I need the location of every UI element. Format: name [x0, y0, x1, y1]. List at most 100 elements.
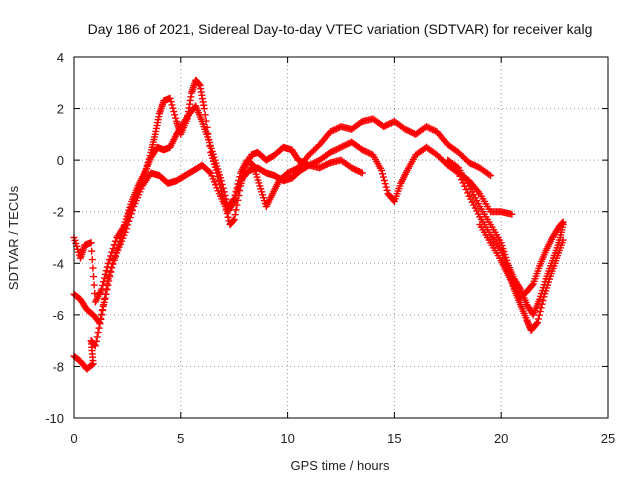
data-point — [339, 143, 347, 151]
data-point — [473, 162, 481, 170]
data-point — [290, 166, 298, 174]
data-point — [383, 121, 391, 129]
y-tick-label: 0 — [57, 153, 64, 168]
data-point — [382, 183, 390, 191]
axis-ticks — [73, 56, 609, 419]
data-point — [334, 124, 342, 132]
data-point — [100, 278, 108, 286]
data-point — [534, 319, 542, 327]
data-point — [342, 141, 350, 149]
data-point — [96, 320, 104, 328]
data-point — [98, 311, 106, 319]
data-point — [427, 125, 435, 133]
data-point — [172, 114, 180, 122]
data-point — [485, 171, 493, 179]
data-point — [464, 189, 472, 197]
data-point — [108, 264, 116, 272]
data-point — [343, 140, 351, 148]
data-point — [384, 120, 392, 128]
data-point — [294, 156, 302, 164]
data-point — [322, 161, 330, 169]
data-point — [386, 120, 394, 128]
y-tick-label: 2 — [57, 102, 64, 117]
data-point — [337, 143, 345, 151]
data-point — [381, 122, 389, 130]
data-point — [166, 94, 174, 102]
data-point — [378, 166, 386, 174]
data-point — [287, 168, 295, 176]
data-point — [378, 170, 386, 178]
data-point — [538, 300, 546, 308]
data-point — [331, 146, 339, 154]
y-axis-label: SDTVAR / TECUs — [6, 185, 21, 290]
data-point — [332, 125, 340, 133]
data-point — [170, 108, 178, 116]
data-point — [487, 172, 495, 180]
data-point — [168, 101, 176, 109]
data-point — [229, 199, 237, 207]
data-point — [349, 165, 357, 173]
data-point — [326, 148, 334, 156]
data-point — [111, 237, 119, 245]
data-point — [310, 159, 318, 167]
data-point — [323, 160, 331, 168]
data-point — [284, 169, 292, 177]
data-point — [383, 186, 391, 194]
data-point — [536, 308, 544, 316]
data-point — [200, 105, 208, 113]
data-point — [331, 126, 339, 134]
data-point — [97, 315, 105, 323]
data-point — [231, 211, 239, 219]
x-tick-label: 5 — [177, 431, 184, 446]
data-point — [537, 304, 545, 312]
y-tick-labels: -10 -8 -6 -4 -2 0 2 4 — [45, 50, 64, 426]
data-point — [129, 206, 137, 214]
data-point — [317, 163, 325, 171]
data-point — [103, 280, 111, 288]
data-point — [99, 306, 107, 314]
data-point — [205, 168, 213, 176]
data-point — [363, 148, 371, 156]
data-point — [533, 320, 541, 328]
data-point — [105, 256, 113, 264]
data-point — [218, 180, 226, 188]
data-point — [88, 247, 96, 255]
data-point — [93, 333, 101, 341]
data-point — [366, 150, 374, 158]
data-point — [360, 147, 368, 155]
data-point — [358, 146, 366, 154]
data-point — [328, 148, 336, 156]
data-point — [325, 159, 333, 167]
data-point — [352, 166, 360, 174]
data-point — [101, 274, 109, 282]
data-point — [91, 342, 99, 350]
data-point — [169, 104, 177, 112]
data-point — [335, 144, 343, 152]
data-point — [461, 182, 469, 190]
data-point — [320, 162, 328, 170]
y-tick-label: -8 — [52, 359, 64, 374]
data-point — [471, 162, 479, 170]
data-point — [102, 267, 110, 275]
data-point — [459, 179, 467, 187]
data-point — [109, 260, 117, 268]
data-point — [454, 169, 462, 177]
data-point — [422, 123, 430, 131]
y-tick-label: 4 — [57, 50, 64, 65]
data-point — [314, 142, 322, 150]
data-point — [94, 329, 102, 337]
data-point — [358, 169, 366, 177]
y-tick-label: -2 — [52, 205, 64, 220]
data-point — [103, 263, 111, 271]
data-point — [88, 256, 96, 264]
data-point — [329, 147, 337, 155]
data-point — [340, 142, 348, 150]
chart-title: Day 186 of 2021, Sidereal Day-to-day VTE… — [88, 21, 593, 37]
data-point — [406, 127, 414, 135]
data-point — [122, 225, 130, 233]
data-point — [101, 270, 109, 278]
series-track-f — [476, 218, 567, 301]
data-point — [90, 281, 98, 289]
